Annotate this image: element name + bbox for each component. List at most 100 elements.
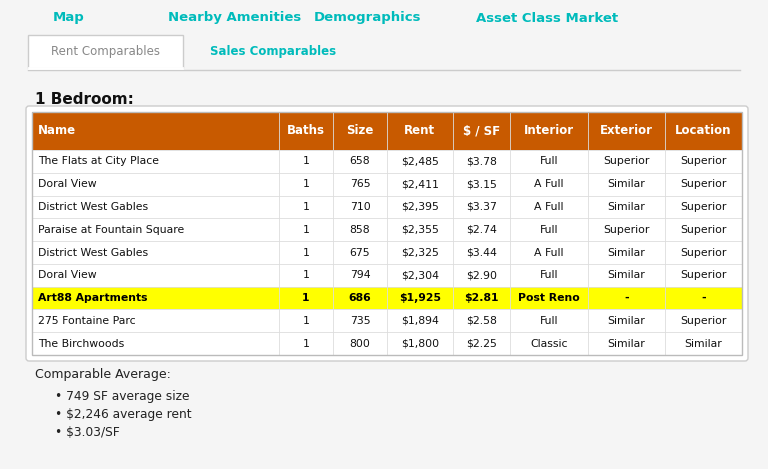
Text: $2,411: $2,411 xyxy=(401,179,439,189)
Text: $2,395: $2,395 xyxy=(401,202,439,212)
Bar xyxy=(32,150,742,173)
Text: A Full: A Full xyxy=(535,248,564,257)
Text: $ / SF: $ / SF xyxy=(463,124,500,137)
Text: 794: 794 xyxy=(349,270,370,280)
Text: Location: Location xyxy=(675,124,732,137)
Text: 1: 1 xyxy=(303,156,310,166)
Text: Full: Full xyxy=(540,270,558,280)
Text: Rent: Rent xyxy=(404,124,435,137)
Bar xyxy=(32,112,742,355)
Text: Similar: Similar xyxy=(607,248,645,257)
Bar xyxy=(32,310,742,332)
FancyBboxPatch shape xyxy=(26,106,748,361)
Text: $3.15: $3.15 xyxy=(466,179,497,189)
Text: Exterior: Exterior xyxy=(600,124,653,137)
Text: Similar: Similar xyxy=(607,202,645,212)
Bar xyxy=(32,264,742,287)
Bar xyxy=(32,241,742,264)
Text: 1: 1 xyxy=(303,248,310,257)
Text: 675: 675 xyxy=(349,248,370,257)
FancyBboxPatch shape xyxy=(28,35,183,68)
Text: Superior: Superior xyxy=(680,156,727,166)
Text: Asset Class Market: Asset Class Market xyxy=(476,12,618,24)
Text: $2,485: $2,485 xyxy=(401,156,439,166)
Text: $2.81: $2.81 xyxy=(465,293,498,303)
Text: 275 Fontaine Parc: 275 Fontaine Parc xyxy=(38,316,136,326)
Text: Superior: Superior xyxy=(603,225,650,234)
Text: 1: 1 xyxy=(303,225,310,234)
Text: 1: 1 xyxy=(303,339,310,348)
Text: 1 Bedroom:: 1 Bedroom: xyxy=(35,92,134,107)
Text: $1,800: $1,800 xyxy=(401,339,439,348)
Text: Superior: Superior xyxy=(680,248,727,257)
Text: 686: 686 xyxy=(349,293,372,303)
Text: Similar: Similar xyxy=(607,339,645,348)
Text: Doral View: Doral View xyxy=(38,270,97,280)
Text: $1,925: $1,925 xyxy=(399,293,441,303)
Text: The Birchwoods: The Birchwoods xyxy=(38,339,124,348)
Text: 1: 1 xyxy=(303,179,310,189)
Text: 800: 800 xyxy=(349,339,370,348)
Text: 658: 658 xyxy=(349,156,370,166)
Text: Post Reno: Post Reno xyxy=(518,293,580,303)
Bar xyxy=(32,287,742,310)
Text: Name: Name xyxy=(38,124,76,137)
Text: $2.25: $2.25 xyxy=(466,339,497,348)
Text: Map: Map xyxy=(53,12,84,24)
Text: Full: Full xyxy=(540,225,558,234)
Text: Similar: Similar xyxy=(607,316,645,326)
Text: • $2,246 average rent: • $2,246 average rent xyxy=(55,408,192,421)
Text: Similar: Similar xyxy=(607,270,645,280)
Text: 765: 765 xyxy=(349,179,370,189)
Text: $3.37: $3.37 xyxy=(466,202,497,212)
Text: District West Gables: District West Gables xyxy=(38,202,148,212)
Text: $3.78: $3.78 xyxy=(466,156,497,166)
Text: Sales Comparables: Sales Comparables xyxy=(210,45,336,58)
Text: Classic: Classic xyxy=(531,339,568,348)
Text: Comparable Average:: Comparable Average: xyxy=(35,368,170,381)
Text: $2.74: $2.74 xyxy=(466,225,497,234)
Bar xyxy=(32,332,742,355)
Bar xyxy=(32,196,742,219)
Text: 735: 735 xyxy=(349,316,370,326)
Text: Nearby Amenities: Nearby Amenities xyxy=(168,12,301,24)
Text: 1: 1 xyxy=(303,270,310,280)
Text: 710: 710 xyxy=(349,202,370,212)
Text: Size: Size xyxy=(346,124,374,137)
Text: Doral View: Doral View xyxy=(38,179,97,189)
Text: Rent Comparables: Rent Comparables xyxy=(51,45,160,58)
Text: Demographics: Demographics xyxy=(314,12,422,24)
Text: Superior: Superior xyxy=(603,156,650,166)
Text: Baths: Baths xyxy=(287,124,325,137)
Text: A Full: A Full xyxy=(535,179,564,189)
Text: A Full: A Full xyxy=(535,202,564,212)
Text: Superior: Superior xyxy=(680,179,727,189)
Bar xyxy=(32,173,742,196)
Text: $2.90: $2.90 xyxy=(466,270,497,280)
Text: Superior: Superior xyxy=(680,202,727,212)
Text: • 749 SF average size: • 749 SF average size xyxy=(55,390,190,403)
Text: Paraise at Fountain Square: Paraise at Fountain Square xyxy=(38,225,184,234)
Text: -: - xyxy=(624,293,628,303)
Text: The Flats at City Place: The Flats at City Place xyxy=(38,156,159,166)
Text: Art88 Apartments: Art88 Apartments xyxy=(38,293,147,303)
Text: $1,894: $1,894 xyxy=(401,316,439,326)
Text: 1: 1 xyxy=(303,316,310,326)
Text: Superior: Superior xyxy=(680,316,727,326)
Text: 1: 1 xyxy=(303,293,310,303)
Text: $2,304: $2,304 xyxy=(401,270,439,280)
Text: Full: Full xyxy=(540,316,558,326)
Text: 858: 858 xyxy=(349,225,370,234)
Text: District West Gables: District West Gables xyxy=(38,248,148,257)
Text: Superior: Superior xyxy=(680,270,727,280)
Text: Similar: Similar xyxy=(607,179,645,189)
Text: $3.44: $3.44 xyxy=(466,248,497,257)
Text: Similar: Similar xyxy=(684,339,722,348)
Text: Interior: Interior xyxy=(524,124,574,137)
Text: • $3.03/SF: • $3.03/SF xyxy=(55,426,120,439)
Text: 1: 1 xyxy=(303,202,310,212)
Text: Full: Full xyxy=(540,156,558,166)
Text: $2,325: $2,325 xyxy=(401,248,439,257)
Bar xyxy=(32,219,742,241)
Text: Superior: Superior xyxy=(680,225,727,234)
